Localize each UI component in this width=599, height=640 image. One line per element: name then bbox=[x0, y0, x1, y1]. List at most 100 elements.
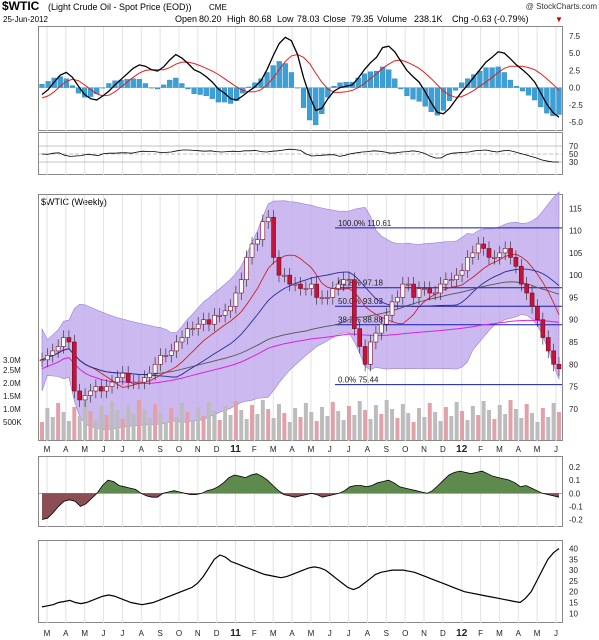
month-tick-label: S bbox=[384, 445, 389, 454]
volume-bar bbox=[524, 404, 529, 440]
macd-histogram-bar bbox=[179, 83, 185, 88]
volume-bar bbox=[470, 406, 475, 440]
indicator-axis-tick-label: -0.2 bbox=[569, 515, 583, 524]
low-value: 78.03 bbox=[297, 14, 320, 24]
volume-bar bbox=[411, 422, 416, 440]
month-tick-label: A bbox=[365, 629, 371, 638]
volume-bar bbox=[373, 405, 378, 440]
candle-body bbox=[551, 350, 556, 365]
macd-histogram-bar bbox=[556, 87, 562, 115]
macd-histogram-bar bbox=[282, 63, 288, 88]
volume-bar bbox=[217, 420, 222, 440]
price-axis-tick-label: 105 bbox=[569, 249, 583, 258]
candle-body bbox=[438, 283, 443, 294]
volume-bar bbox=[368, 419, 373, 440]
volume-bar bbox=[540, 408, 545, 440]
volume-bar bbox=[454, 402, 459, 440]
month-tick-label: A bbox=[365, 445, 371, 454]
volume-bar bbox=[56, 403, 61, 440]
candle-body bbox=[319, 297, 325, 299]
indicator-axis-tick-label: 0.1 bbox=[569, 476, 581, 485]
volume-bar bbox=[228, 415, 233, 440]
volume-bar bbox=[390, 409, 395, 440]
macd-histogram-bar bbox=[319, 87, 325, 114]
macd-histogram-bar bbox=[142, 83, 148, 88]
macd-axis-tick-label: 2.5 bbox=[569, 66, 581, 75]
macd-histogram-bar bbox=[300, 87, 307, 108]
month-tick-label: 12 bbox=[456, 444, 468, 455]
candle-body bbox=[378, 323, 384, 334]
candle-body bbox=[212, 314, 217, 325]
volume-value: 238.1K bbox=[414, 14, 443, 24]
volume-bar bbox=[298, 417, 303, 440]
candle-body bbox=[325, 297, 330, 299]
candle-body bbox=[282, 274, 287, 277]
candle-body bbox=[147, 372, 153, 378]
volume-bar bbox=[503, 414, 508, 440]
month-tick-label: O bbox=[176, 629, 182, 638]
volume-bar bbox=[336, 411, 341, 440]
volume-bar bbox=[513, 409, 518, 440]
macd-histogram-bar bbox=[532, 87, 538, 101]
macd-histogram-bar bbox=[434, 87, 440, 116]
volume-bar bbox=[363, 410, 368, 440]
candle-body bbox=[357, 328, 363, 347]
month-tick-label: M bbox=[81, 445, 88, 454]
volume-bar bbox=[325, 416, 330, 440]
month-tick-label: M bbox=[496, 445, 503, 454]
macd-histogram-bar bbox=[453, 87, 459, 91]
volume-bar bbox=[314, 421, 319, 440]
candle-body bbox=[206, 319, 212, 325]
oscillator-panel bbox=[38, 540, 563, 623]
macd-histogram-bar bbox=[392, 78, 398, 88]
macd-histogram-bar bbox=[106, 83, 112, 88]
volume-bar bbox=[341, 420, 346, 440]
oscillator-line bbox=[41, 548, 560, 608]
month-tick-label: D bbox=[440, 629, 446, 638]
candle-body bbox=[142, 377, 147, 383]
price-panel bbox=[38, 194, 563, 441]
volume-bar bbox=[508, 400, 513, 440]
candle-body bbox=[405, 283, 411, 286]
candle-body bbox=[115, 377, 120, 383]
month-tick-label: J bbox=[347, 629, 351, 638]
candle-body bbox=[93, 386, 99, 392]
volume-bar bbox=[158, 413, 163, 440]
candle-body bbox=[163, 355, 169, 357]
candle-body bbox=[497, 252, 503, 258]
volume-bar bbox=[535, 422, 540, 440]
price-panel-label: $WTIC (Weekly) bbox=[41, 197, 107, 207]
macd-histogram-bar bbox=[519, 87, 526, 92]
candle-body bbox=[335, 283, 341, 289]
candle-body bbox=[82, 395, 88, 401]
month-tick-label: J bbox=[120, 629, 124, 638]
volume-bar bbox=[551, 403, 556, 440]
candle-body bbox=[556, 363, 562, 370]
volume-bar bbox=[330, 402, 335, 440]
candle-body bbox=[373, 332, 379, 343]
price-axis-tick-label: 90 bbox=[569, 316, 578, 325]
volume-bar bbox=[346, 406, 351, 440]
macd-line bbox=[41, 36, 560, 118]
volume-bar bbox=[352, 415, 357, 440]
indicator-axis-tick-label: 0.2 bbox=[569, 463, 581, 472]
volume-bar bbox=[244, 419, 249, 440]
month-tick-label: A bbox=[139, 629, 145, 638]
volume-bar bbox=[66, 421, 71, 440]
candle-body bbox=[298, 283, 303, 289]
volume-bar bbox=[190, 421, 195, 440]
month-tick-label: O bbox=[402, 445, 408, 454]
candle-body bbox=[195, 323, 201, 329]
open-value: 80.20 bbox=[199, 14, 222, 24]
candle-body bbox=[454, 274, 459, 280]
macd-histogram-bar bbox=[136, 79, 142, 88]
macd-histogram-bar bbox=[209, 87, 215, 99]
volume-bar bbox=[449, 416, 454, 440]
volume-bar bbox=[287, 422, 292, 440]
candle-body bbox=[201, 319, 206, 325]
month-tick-label: J bbox=[328, 629, 332, 638]
close-label: Close bbox=[323, 14, 346, 24]
month-tick-label: A bbox=[139, 445, 145, 454]
candle-body bbox=[131, 381, 136, 384]
volume-bar bbox=[406, 413, 411, 440]
